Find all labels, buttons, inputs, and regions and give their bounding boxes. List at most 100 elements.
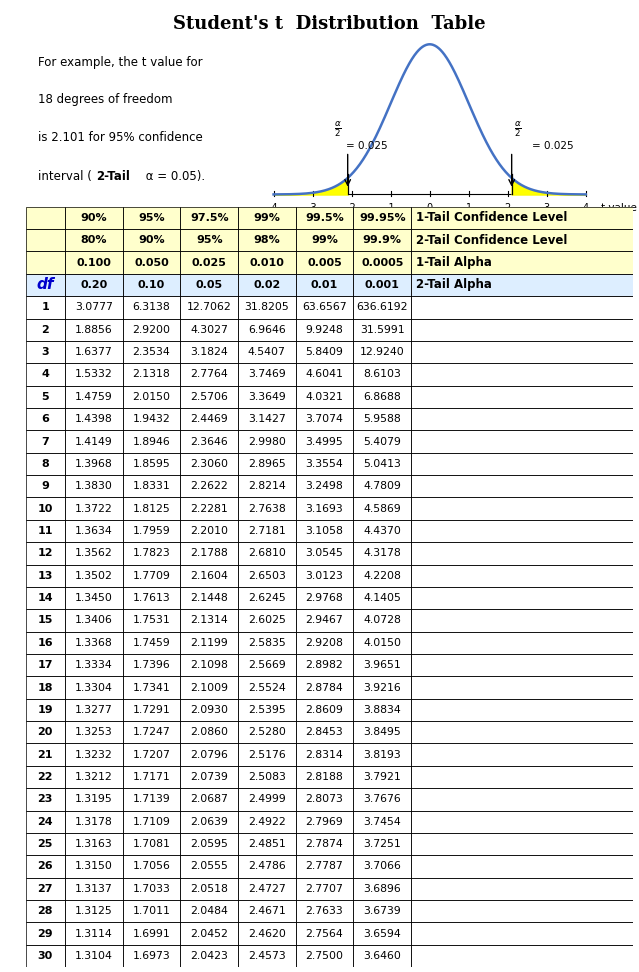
Bar [238,766,296,788]
Bar [411,766,633,788]
Text: 4: 4 [42,369,49,379]
Text: 90%: 90% [81,213,107,223]
Bar [296,341,353,364]
Bar [26,900,65,922]
Text: 1.7011: 1.7011 [132,906,171,917]
Text: 3.8193: 3.8193 [364,749,401,760]
Bar [26,520,65,542]
Bar [411,699,633,721]
Text: 0.10: 0.10 [138,280,165,290]
Bar [123,565,180,587]
Text: 3.7676: 3.7676 [364,794,401,805]
Bar [180,296,238,319]
Bar [180,878,238,900]
Text: 3.0777: 3.0777 [75,302,113,312]
Bar [353,252,411,274]
Text: 1.3178: 1.3178 [75,816,112,827]
Text: 21: 21 [38,749,53,760]
Text: 9: 9 [42,481,49,491]
Text: 5.8409: 5.8409 [305,347,344,357]
Text: 4.4370: 4.4370 [363,526,401,536]
Bar [353,341,411,364]
Bar [123,207,180,229]
Bar [296,677,353,699]
Text: 3.6460: 3.6460 [363,951,401,961]
Text: 1.8331: 1.8331 [133,481,171,491]
Bar [296,632,353,654]
Bar [411,609,633,632]
Text: 3.9216: 3.9216 [364,682,401,693]
Text: 0.0005: 0.0005 [361,258,403,267]
Bar [238,520,296,542]
Bar [296,855,353,878]
Bar [238,565,296,587]
Bar [353,744,411,766]
Bar [65,542,123,565]
Text: 2.1604: 2.1604 [190,571,228,580]
Bar [123,274,180,296]
Text: 28: 28 [38,906,53,917]
Bar [123,296,180,319]
Bar [180,453,238,475]
Text: 1.3450: 1.3450 [75,593,113,603]
Bar [411,721,633,744]
Bar [353,632,411,654]
Text: 4.5869: 4.5869 [364,503,401,513]
Bar [26,922,65,945]
Bar [296,900,353,922]
Bar [180,274,238,296]
Bar [411,207,633,229]
Bar [238,609,296,632]
Bar [353,386,411,408]
Bar [180,833,238,855]
Text: 1.7139: 1.7139 [133,794,171,805]
Bar [353,677,411,699]
Text: 1.7056: 1.7056 [132,861,171,872]
Text: 2.0484: 2.0484 [190,906,228,917]
Text: 17: 17 [38,660,53,671]
Text: 3.0123: 3.0123 [305,571,344,580]
Bar [353,855,411,878]
Bar [123,408,180,431]
Bar [65,654,123,677]
Bar [26,587,65,609]
Text: 1.3562: 1.3562 [75,548,112,558]
Bar [296,699,353,721]
Text: 1.9432: 1.9432 [133,414,171,424]
Text: 99.95%: 99.95% [359,213,406,223]
Text: 2.4620: 2.4620 [248,928,286,939]
Bar [26,654,65,677]
Text: 18: 18 [38,682,53,693]
Bar [296,475,353,498]
Text: 6.3138: 6.3138 [133,302,171,312]
Bar [353,766,411,788]
Bar [123,252,180,274]
Text: 1.7291: 1.7291 [133,705,171,715]
Bar [123,721,180,744]
Bar [26,855,65,878]
Bar [65,833,123,855]
Bar [353,788,411,811]
Bar [180,520,238,542]
Bar [65,386,123,408]
Text: 3.1693: 3.1693 [305,503,343,513]
Bar [353,878,411,900]
Text: 2.0555: 2.0555 [190,861,228,872]
Text: 1.7207: 1.7207 [132,749,171,760]
Bar [65,699,123,721]
Text: 95%: 95% [138,213,165,223]
Text: 2.5280: 2.5280 [248,727,286,738]
Text: 1.3114: 1.3114 [75,928,112,939]
Text: 90%: 90% [138,235,165,245]
Bar [26,542,65,565]
Bar [238,744,296,766]
Text: 0.001: 0.001 [365,280,399,290]
Text: 98%: 98% [254,235,281,245]
Text: 2.5524: 2.5524 [248,682,286,693]
Text: 2-Tail Confidence Level: 2-Tail Confidence Level [416,234,567,247]
Text: 1: 1 [42,302,49,312]
Text: 14: 14 [38,593,53,603]
Text: 1.3150: 1.3150 [75,861,113,872]
Bar [180,811,238,833]
Bar [411,453,633,475]
